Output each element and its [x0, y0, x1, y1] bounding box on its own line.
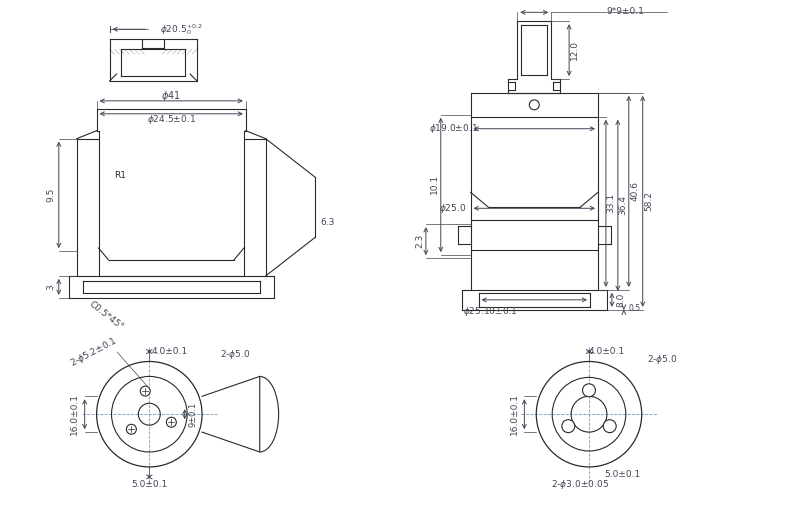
Circle shape [167, 417, 176, 427]
Text: 4.0±0.1: 4.0±0.1 [589, 347, 625, 356]
Circle shape [562, 420, 575, 432]
Text: $\phi$41: $\phi$41 [161, 89, 181, 103]
Text: 0.5: 0.5 [629, 304, 641, 313]
Text: R1: R1 [115, 171, 127, 180]
Text: 6.3: 6.3 [320, 218, 335, 227]
Text: 40.6: 40.6 [630, 182, 639, 201]
Text: 9.5: 9.5 [46, 187, 55, 202]
Text: 58.2: 58.2 [644, 191, 653, 211]
Text: 2.3: 2.3 [416, 234, 425, 248]
Circle shape [140, 386, 151, 396]
Circle shape [603, 420, 616, 432]
Text: $\phi$20.5$^{+0.2}_{0}$: $\phi$20.5$^{+0.2}_{0}$ [160, 22, 203, 37]
Text: $\phi$25.10$\pm$0.1: $\phi$25.10$\pm$0.1 [463, 305, 517, 318]
Text: 2-$\phi$5.2$\pm$0.1: 2-$\phi$5.2$\pm$0.1 [68, 335, 119, 371]
Text: 4.0±0.1: 4.0±0.1 [151, 347, 187, 356]
Circle shape [127, 425, 136, 434]
Text: 16.0±0.1: 16.0±0.1 [510, 393, 519, 435]
Text: $\phi$24.5$\pm$0.1: $\phi$24.5$\pm$0.1 [147, 114, 195, 126]
Text: $\phi$25.0: $\phi$25.0 [439, 202, 466, 215]
Text: 33.1: 33.1 [606, 193, 615, 213]
Text: 2-$\phi$3.0$\pm$0.05: 2-$\phi$3.0$\pm$0.05 [551, 478, 610, 492]
Text: 12.0: 12.0 [570, 40, 578, 60]
Text: 8.0: 8.0 [617, 293, 626, 307]
Text: 9*9±0.1: 9*9±0.1 [607, 7, 645, 16]
Text: 10.1: 10.1 [430, 174, 439, 194]
Text: 2-$\phi$5.0: 2-$\phi$5.0 [220, 348, 251, 361]
Text: 5.0±0.1: 5.0±0.1 [131, 480, 167, 489]
Text: 9±0.1: 9±0.1 [188, 402, 197, 427]
Text: 3: 3 [46, 284, 55, 290]
Text: 36.4: 36.4 [618, 195, 627, 215]
Text: $\phi$19.0$\pm$0.1: $\phi$19.0$\pm$0.1 [429, 122, 478, 135]
Text: 5.0±0.1: 5.0±0.1 [604, 470, 640, 479]
Text: C0.5*45°: C0.5*45° [87, 299, 126, 332]
Text: 2-$\phi$5.0: 2-$\phi$5.0 [646, 353, 678, 366]
Text: 16.0±0.1: 16.0±0.1 [70, 393, 79, 435]
Circle shape [582, 384, 595, 397]
